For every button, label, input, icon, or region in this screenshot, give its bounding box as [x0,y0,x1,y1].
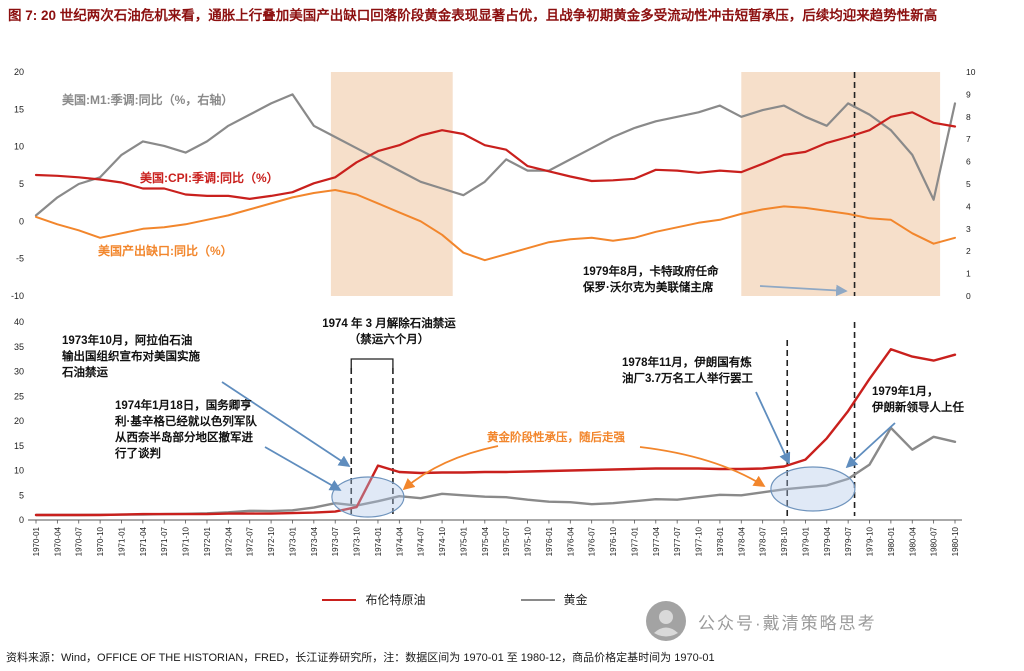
oil-crisis-band-2 [741,72,940,296]
top-right-tick: 10 [966,67,976,77]
oil-crisis-band-1 [331,72,453,296]
legend-item-2: 黄金 [521,591,588,608]
source-note: 资料来源：Wind，OFFICE OF THE HISTORIAN，FRED，长… [6,649,1018,665]
x-tick-label: 1978-01 [716,526,725,556]
arrow-4 [640,447,764,486]
watermark-text: 公众号·戴清策略思考 [698,609,877,634]
x-tick-label: 1978-10 [780,526,789,556]
legend-swatch [521,599,555,601]
bottom-left-tick: 10 [14,466,24,476]
top-left-tick: -10 [11,291,24,301]
x-tick-label: 1976-07 [588,526,597,556]
legend-item-1: 布伦特原油 [322,591,425,608]
highlight-bands [331,72,940,296]
x-tick-label: 1978-07 [759,526,768,556]
x-tick-label: 1975-04 [481,526,490,556]
x-tick-label: 1980-01 [887,526,896,556]
top-left-tick: -5 [16,254,24,264]
top-right-tick: 8 [966,112,971,122]
x-tick-label: 1980-04 [908,526,917,556]
top-right-tick: 7 [966,134,971,144]
x-tick-label: 1970-04 [53,526,62,556]
x-tick-label: 1973-04 [310,526,319,556]
x-tick-label: 1976-01 [545,526,554,556]
top-left-tick: 0 [19,216,24,226]
x-tick-label: 1972-10 [267,526,276,556]
x-tick-label: 1973-01 [288,526,297,556]
x-tick-label: 1977-01 [630,526,639,556]
embargo-bracket [351,359,393,368]
x-tick-label: 1970-07 [75,526,84,556]
annotation-arrows [222,286,895,490]
top-right-tick: 0 [966,291,971,301]
watermark: 公众号·戴清策略思考 [645,600,877,642]
gold-ellipse-2 [771,467,855,511]
x-tick-label: 1976-04 [566,526,575,556]
bottom-left-tick: 30 [14,367,24,377]
x-tick-label: 1977-10 [695,526,704,556]
top-left-tick: 5 [19,179,24,189]
bottom-left-tick: 5 [19,490,24,500]
x-tick-label: 1979-01 [801,526,810,556]
x-tick-label: 1974-04 [395,526,404,556]
x-tick-label: 1972-04 [224,526,233,556]
legend-swatch [322,599,356,601]
dual-panel-line-chart: 20151050-5-10109876543210403530252015105… [0,0,1024,671]
x-tick-label: 1975-10 [524,526,533,556]
bottom-left-tick: 0 [19,515,24,525]
arrow-1 [222,382,349,466]
x-tick-label: 1974-07 [417,526,426,556]
top-right-tick: 3 [966,224,971,234]
x-tick-label: 1975-07 [502,526,511,556]
x-tick-label: 1973-07 [331,526,340,556]
top-right-tick: 6 [966,157,971,167]
x-tick-label: 1977-04 [652,526,661,556]
gold-highlight-ellipses [332,467,855,517]
x-tick-label: 1979-07 [844,526,853,556]
x-tick-label: 1979-04 [823,526,832,556]
top-right-tick: 4 [966,201,971,211]
top-right-tick: 1 [966,269,971,279]
x-tick-label: 1980-07 [930,526,939,556]
bottom-left-tick: 20 [14,416,24,426]
top-left-tick: 15 [14,104,24,114]
bottom-left-tick: 15 [14,441,24,451]
x-tick-label: 1980-10 [951,526,960,556]
legend-label: 黄金 [564,591,588,608]
x-axis-labels: 1970-01 1970-04 1970-07 1970-10 1971-01 1971-… [32,520,960,556]
x-tick-label: 1978-04 [737,526,746,556]
top-left-tick: 20 [14,67,24,77]
x-tick-label: 1971-10 [182,526,191,556]
x-tick-label: 1971-04 [139,526,148,556]
x-tick-label: 1975-01 [459,526,468,556]
top-right-tick: 9 [966,89,971,99]
top-left-tick: 10 [14,142,24,152]
x-tick-label: 1970-01 [32,526,41,556]
x-tick-label: 1977-07 [673,526,682,556]
x-tick-label: 1971-07 [160,526,169,556]
x-tick-label: 1974-10 [438,526,447,556]
x-tick-label: 1979-10 [866,526,875,556]
legend-label: 布伦特原油 [365,591,425,608]
arrow-5 [756,392,789,463]
top-right-tick: 2 [966,246,971,256]
x-tick-label: 1972-07 [246,526,255,556]
x-tick-label: 1971-01 [117,526,126,556]
arrow-3 [404,446,498,489]
bottom-left-tick: 40 [14,317,24,327]
bottom-left-tick: 35 [14,342,24,352]
x-tick-label: 1973-10 [353,526,362,556]
watermark-logo-icon [645,600,687,642]
x-tick-label: 1976-10 [609,526,618,556]
x-tick-label: 1972-01 [203,526,212,556]
gold-ellipse-1 [332,477,404,517]
top-right-tick: 5 [966,179,971,189]
bottom-left-tick: 25 [14,391,24,401]
x-tick-label: 1974-01 [374,526,383,556]
x-tick-label: 1970-10 [96,526,105,556]
